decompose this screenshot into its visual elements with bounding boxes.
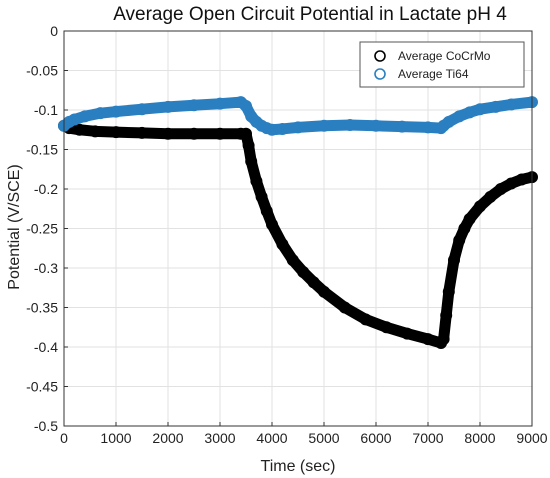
- data-point: [110, 126, 122, 139]
- data-point: [242, 139, 255, 152]
- data-point: [245, 155, 258, 168]
- data-point: [505, 177, 518, 190]
- data-point: [94, 107, 107, 120]
- data-point: [286, 254, 299, 267]
- data-point: [422, 121, 434, 134]
- data-point: [188, 99, 200, 112]
- x-tick-label: 8000: [464, 430, 495, 446]
- data-point: [505, 98, 518, 111]
- legend-marker: [374, 50, 386, 62]
- data-point: [276, 238, 289, 251]
- data-point: [370, 119, 382, 132]
- x-tick-label: 4000: [256, 430, 287, 446]
- series-cocrmo: [58, 119, 538, 350]
- data-point: [276, 122, 289, 135]
- data-point: [318, 285, 330, 298]
- data-point: [396, 120, 408, 133]
- data-point: [474, 103, 486, 116]
- data-point: [188, 127, 200, 140]
- legend-label: Average Ti64: [398, 67, 469, 81]
- y-tick-label: -0.35: [26, 300, 58, 316]
- data-point: [401, 327, 414, 340]
- data-point: [458, 222, 471, 235]
- data-point: [359, 313, 372, 326]
- data-point: [489, 100, 502, 113]
- x-tick-label: 9000: [516, 430, 547, 446]
- data-point: [422, 333, 434, 346]
- series-ti64: [58, 96, 538, 136]
- data-point: [240, 127, 252, 140]
- y-tick-label: -0.2: [34, 181, 58, 197]
- data-point: [344, 119, 356, 132]
- data-point: [250, 175, 263, 188]
- data-point: [307, 276, 320, 289]
- data-point: [214, 97, 226, 110]
- y-tick-label: -0.4: [34, 339, 58, 355]
- data-point: [380, 321, 393, 334]
- data-point: [266, 218, 278, 231]
- data-point: [442, 115, 455, 128]
- data-point: [110, 105, 122, 118]
- data-point: [89, 125, 102, 138]
- data-point: [68, 113, 81, 126]
- data-point: [297, 265, 310, 278]
- data-point: [474, 200, 486, 213]
- y-tick-label: -0.15: [26, 142, 58, 158]
- data-point: [78, 110, 91, 123]
- data-point: [437, 333, 450, 346]
- data-point: [292, 121, 304, 134]
- legend-marker: [374, 68, 386, 80]
- x-tick-label: 2000: [152, 430, 183, 446]
- data-point: [266, 123, 278, 136]
- chart-title: Average Open Circuit Potential in Lactat…: [113, 4, 507, 25]
- series-line: [58, 120, 538, 349]
- data-point: [338, 301, 351, 314]
- data-point: [515, 173, 528, 186]
- y-tick-label: -0.45: [26, 379, 58, 395]
- legend-box: [359, 41, 525, 88]
- x-tick-label: 3000: [204, 430, 235, 446]
- data-point: [162, 100, 174, 113]
- data-point: [494, 183, 507, 195]
- data-point: [214, 127, 226, 140]
- x-tick-label: 5000: [308, 430, 339, 446]
- data-point: [318, 119, 330, 132]
- data-point: [484, 190, 497, 203]
- y-tick-label: -0.1: [34, 102, 58, 118]
- x-tick-label: 7000: [412, 430, 443, 446]
- y-tick-label: 0: [50, 23, 58, 39]
- legend-label: Average CoCrMo: [398, 49, 491, 63]
- y-tick-label: -0.25: [26, 221, 58, 237]
- data-point: [463, 213, 476, 226]
- y-tick-label: -0.05: [26, 63, 58, 79]
- data-point: [136, 103, 148, 116]
- y-axis-label: Potential (V/SCE): [6, 164, 23, 289]
- data-point: [255, 190, 268, 203]
- x-axis-label: Time (sec): [261, 458, 336, 475]
- data-point: [260, 205, 273, 218]
- data-point: [440, 309, 453, 322]
- data-point: [453, 234, 466, 247]
- data-point: [162, 127, 174, 140]
- y-tick-label: -0.5: [34, 418, 58, 434]
- data-point: [136, 126, 148, 139]
- data-point: [448, 254, 460, 267]
- x-tick-label: 1000: [100, 430, 131, 446]
- data-point: [442, 285, 455, 298]
- x-tick-label: 0: [60, 430, 68, 446]
- ticks: 0 1000 2000 3000 4000 5000 6000 7000 8000 90000-0…: [26, 23, 548, 446]
- y-tick-label: -0.3: [34, 260, 58, 276]
- legend: Average CoCrMo Average Ti64: [359, 41, 525, 88]
- data-point: [453, 110, 466, 123]
- x-tick-label: 6000: [360, 430, 391, 446]
- plot-series: [58, 96, 538, 350]
- data-point: [73, 123, 86, 136]
- data-point: [463, 106, 476, 119]
- data-point: [240, 100, 252, 113]
